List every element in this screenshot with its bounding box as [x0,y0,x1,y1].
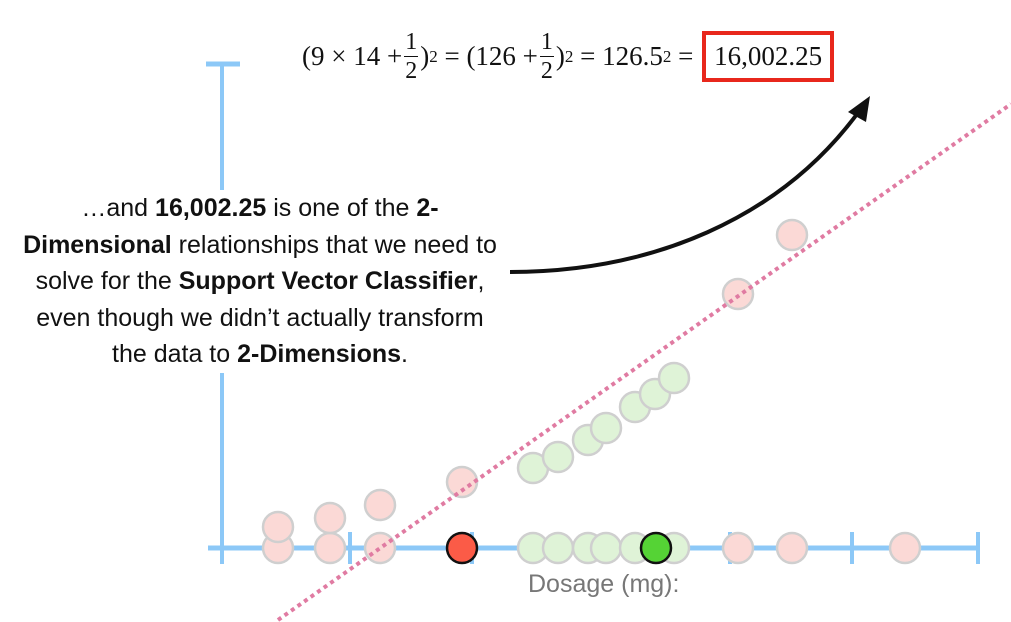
green-data-point [541,440,575,474]
frac-num: 1 [540,29,553,55]
frac-num: 1 [405,29,418,55]
pink-data-point [363,531,397,565]
arrow-head-icon [848,96,870,122]
eq-sign: = [437,41,467,71]
result-box: 16,002.25 [702,31,835,82]
support-vector-classifier-line [276,102,1011,622]
pink-data-point [888,531,922,565]
eq-term: (126 + [466,41,538,71]
eq-term: (9 × 14 + [302,41,403,71]
frac-den: 2 [540,58,553,84]
eq-paren: ) [555,41,565,71]
pink-data-point [313,531,347,565]
pink-data-point [721,531,755,565]
eq-term: 126.5 [602,41,663,71]
eq-paren: ) [420,41,430,71]
highlighted-green-point [639,531,673,565]
green-data-point [541,531,575,565]
explanation-text: …and 16,002.25 is one of the 2-Dimension… [20,190,500,373]
eq-exp: 2 [662,46,672,66]
green-data-point [589,531,623,565]
eq-sign: = [573,41,603,71]
eq-exp: 2 [429,46,438,66]
arrow-curve [509,108,862,274]
highlighted-red-point [445,531,479,565]
x-axis-label: Dosage (mg): [528,570,680,598]
eq-sign: = [671,41,701,71]
eq-exp: 2 [564,46,574,66]
pink-data-point [775,531,809,565]
pink-data-point [363,488,397,522]
pink-data-point [445,465,479,499]
green-data-point [589,411,623,445]
pink-data-point [261,510,295,544]
pink-data-point [775,218,809,252]
frac-den: 2 [405,58,418,84]
pink-data-point [313,501,347,535]
green-data-point [657,361,691,395]
